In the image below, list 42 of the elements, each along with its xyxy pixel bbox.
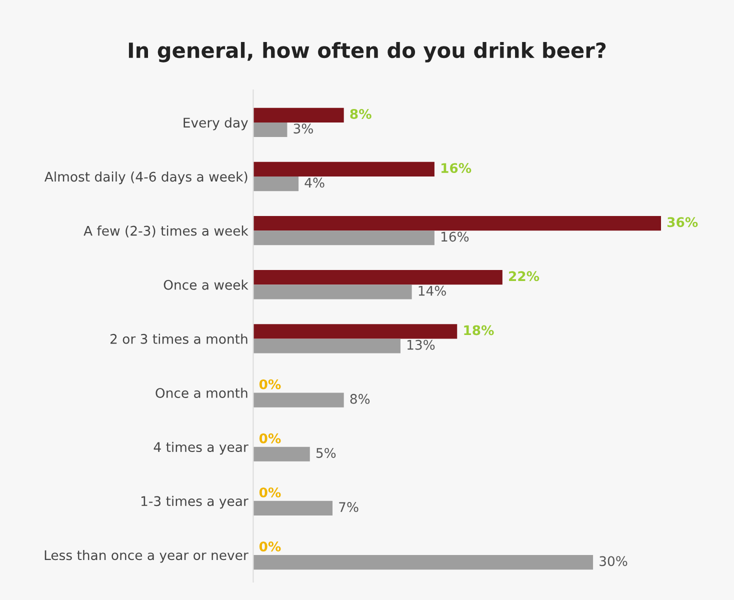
data-label: 0% (259, 433, 281, 444)
bar (253, 392, 344, 408)
data-label: 7% (339, 502, 358, 512)
data-label: 8% (350, 108, 372, 119)
data-label: 16% (442, 163, 472, 174)
bar (253, 270, 502, 285)
bar (253, 338, 400, 354)
y-tick-label: Once a week (164, 280, 248, 290)
y-tick-label: Almost daily (4-6 days a week) (44, 171, 248, 184)
data-label: 5% (316, 448, 336, 458)
data-label: 36% (667, 217, 698, 228)
y-tick-label: 4 times a year (154, 442, 248, 455)
data-label: 22% (509, 271, 540, 282)
data-label: 0% (259, 379, 281, 390)
y-tick-label: Every day (184, 117, 248, 130)
chart-title: In general, how often do you drink beer? (128, 42, 606, 62)
data-label: 0% (259, 487, 281, 498)
bar (253, 500, 333, 516)
y-tick-label: A few (2-3) times a week (84, 226, 248, 238)
data-label: 13% (407, 340, 435, 350)
bar (253, 162, 434, 177)
data-label: 4% (304, 178, 324, 188)
bar (253, 122, 288, 138)
bar (253, 108, 344, 122)
bar (253, 284, 412, 300)
y-tick-label: Less than once a year or never (44, 550, 248, 563)
data-label: 30% (600, 556, 628, 566)
bar (253, 554, 594, 570)
bar (253, 176, 299, 192)
data-label: 16% (441, 232, 469, 242)
bar (253, 216, 662, 231)
y-tick-label: Once a month (156, 388, 248, 398)
y-tick-label: 2 or 3 times a month (110, 334, 248, 344)
data-label: 0% (259, 542, 281, 552)
bar (253, 324, 458, 339)
data-label: 3% (294, 124, 313, 134)
data-label: 8% (350, 394, 370, 404)
data-label: 14% (418, 286, 446, 296)
y-tick-label: 1-3 times a year (141, 496, 248, 509)
data-label: 18% (464, 325, 494, 336)
bar (253, 230, 434, 246)
bar (253, 446, 310, 462)
